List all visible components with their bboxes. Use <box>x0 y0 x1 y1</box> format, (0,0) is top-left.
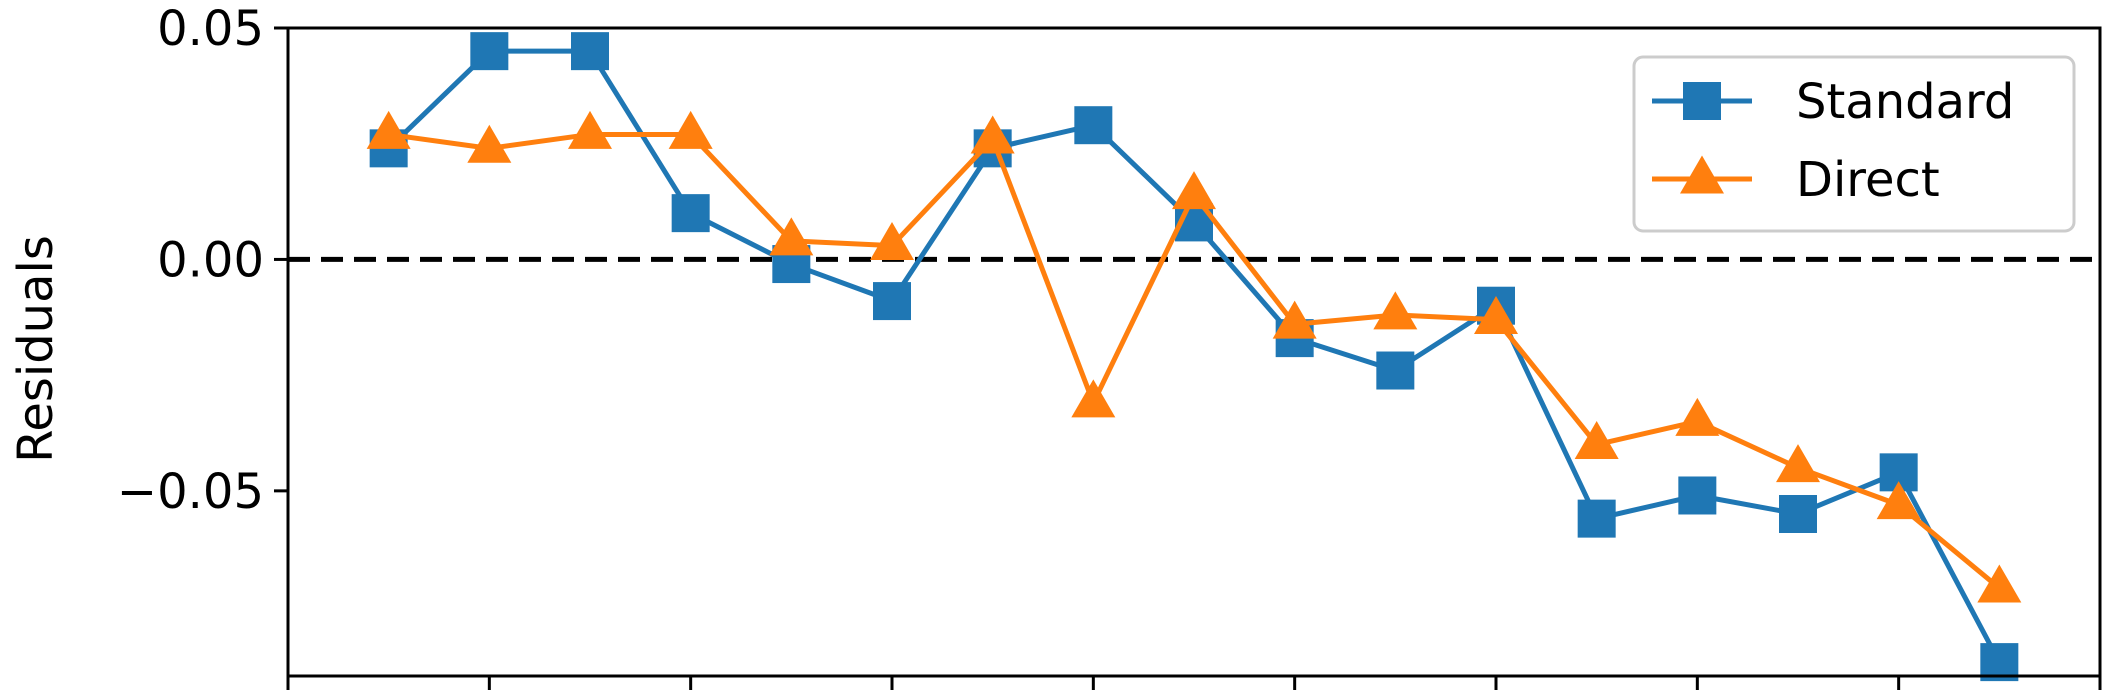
y-tick-label: −0.05 <box>117 464 264 520</box>
data-point-standard <box>873 282 911 321</box>
legend-label-standard: Standard <box>1796 74 2014 130</box>
data-point-direct <box>1071 379 1116 418</box>
data-point-direct <box>1776 444 1820 483</box>
data-point-direct <box>1574 421 1619 460</box>
data-point-standard <box>470 32 509 71</box>
data-point-standard <box>1074 106 1113 145</box>
data-point-standard <box>1577 499 1616 538</box>
data-point-direct <box>1474 296 1518 335</box>
data-point-direct <box>1876 481 1921 520</box>
data-point-direct <box>1675 397 1720 436</box>
data-point-direct <box>970 115 1015 154</box>
legend: Standard Direct <box>1632 55 2076 233</box>
data-point-direct <box>870 221 914 260</box>
data-point-direct <box>366 110 411 149</box>
legend-marker-standard <box>1683 82 1721 120</box>
data-point-direct <box>467 124 512 163</box>
data-point-direct <box>1373 291 1418 330</box>
data-point-direct <box>1272 300 1317 339</box>
data-point-standard <box>1678 476 1717 515</box>
y-axis-title: Residuals <box>8 235 64 463</box>
data-point-direct <box>769 217 814 256</box>
data-point-direct <box>1172 171 1216 210</box>
data-point-direct <box>668 110 713 149</box>
legend-marker-direct <box>1680 155 1724 194</box>
data-point-standard <box>1779 495 1817 533</box>
plot-area: 0.05 0.00 −0.05 <box>117 1 2102 690</box>
data-point-standard <box>671 194 710 233</box>
data-point-standard <box>1376 351 1415 390</box>
y-tick-label: 0.00 <box>157 232 264 288</box>
axes-frame <box>286 26 2102 678</box>
data-point-direct <box>568 110 612 149</box>
legend-label-direct: Direct <box>1796 152 1940 208</box>
y-tick-label: 0.05 <box>157 1 264 57</box>
data-point-direct <box>1977 564 2022 603</box>
data-point-standard <box>571 32 609 71</box>
